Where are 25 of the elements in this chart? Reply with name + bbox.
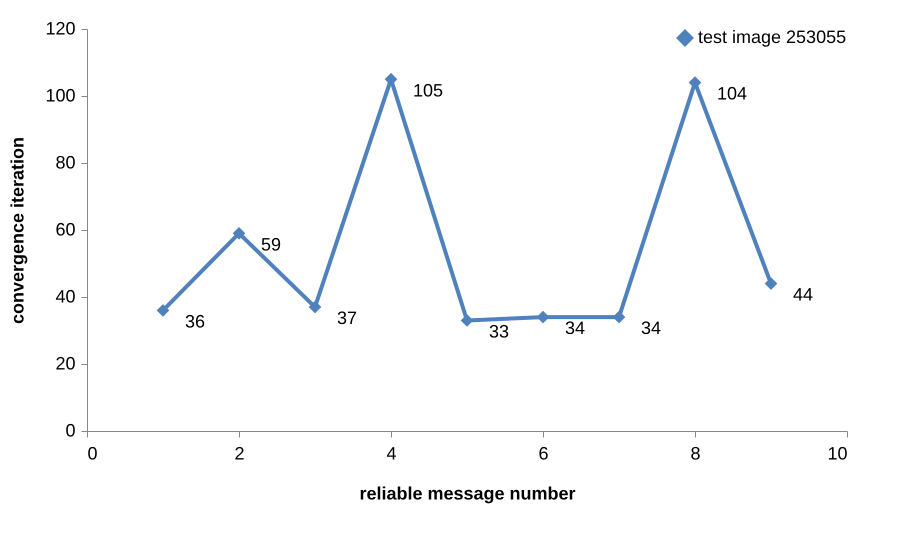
data-label: 105 [413, 80, 444, 100]
data-label: 36 [185, 311, 206, 332]
x-tick-label: 6 [538, 444, 549, 464]
y-tick-label: 100 [45, 86, 76, 106]
data-label: 34 [641, 318, 662, 338]
y-axis-title: convergence iteration [7, 136, 28, 324]
x-tick-label: 8 [690, 444, 701, 464]
y-tick-label: 0 [65, 420, 76, 440]
legend-label: test image 253055 [698, 27, 846, 47]
y-tick-label: 120 [45, 18, 76, 38]
x-tick-label: 0 [88, 444, 98, 464]
x-tick-label: 4 [386, 444, 397, 464]
y-tick-label: 20 [55, 354, 76, 374]
x-tick-label: 2 [234, 444, 245, 464]
data-label: 104 [717, 84, 748, 104]
y-tick-label: 40 [55, 286, 76, 306]
data-label: 33 [489, 321, 510, 342]
x-axis-title: reliable message number [359, 484, 576, 504]
y-tick-label: 80 [55, 152, 76, 172]
data-label: 59 [261, 234, 282, 254]
data-label: 34 [565, 318, 586, 338]
y-tick-label: 60 [55, 220, 76, 240]
data-label: 44 [793, 284, 814, 305]
x-tick-label: 10 [827, 444, 848, 464]
data-label: 37 [337, 308, 358, 328]
